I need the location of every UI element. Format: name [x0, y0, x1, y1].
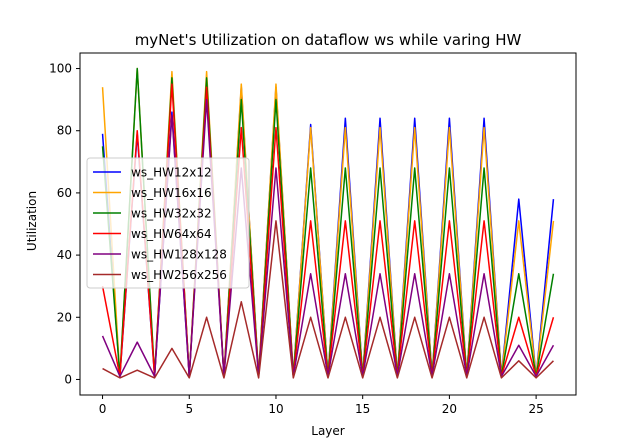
legend-item: ws_HW64x64	[93, 227, 212, 241]
legend-label: ws_HW32x32	[131, 207, 212, 221]
y-axis-ticks: 0 20 40 60 80 100	[49, 62, 80, 386]
y-tick-label: 60	[57, 186, 72, 200]
x-axis-label: Layer	[311, 424, 345, 438]
chart-title: myNet's Utilization on dataflow ws while…	[135, 31, 522, 49]
y-tick-label: 100	[49, 62, 72, 76]
x-tick-label: 10	[268, 402, 283, 416]
y-tick-label: 80	[57, 124, 72, 138]
legend-label: ws_HW64x64	[131, 227, 212, 241]
y-axis-label: Utilization	[25, 191, 39, 251]
x-axis-ticks: 0 5 10 15 20 25	[99, 395, 544, 416]
legend-item: ws_HW16x16	[93, 186, 212, 200]
y-tick-label: 0	[64, 372, 72, 386]
y-tick-label: 20	[57, 310, 72, 324]
x-tick-label: 20	[442, 402, 457, 416]
x-tick-label: 15	[355, 402, 370, 416]
legend-label: ws_HW12x12	[131, 166, 212, 180]
legend-label: ws_HW256x256	[131, 268, 227, 282]
x-tick-label: 25	[528, 402, 543, 416]
y-tick-label: 40	[57, 248, 72, 262]
x-tick-label: 5	[185, 402, 193, 416]
series-line-ws-hw256x256	[102, 220, 554, 379]
legend-item: ws_HW128x128	[93, 248, 227, 262]
legend-label: ws_HW16x16	[131, 186, 212, 200]
legend-item: ws_HW256x256	[93, 268, 227, 282]
legend-label: ws_HW128x128	[131, 248, 227, 262]
legend: ws_HW12x12 ws_HW16x16 ws_HW32x32 ws_HW64x64…	[86, 157, 250, 289]
legend-item: ws_HW32x32	[93, 207, 212, 221]
x-tick-label: 0	[99, 402, 107, 416]
legend-box	[86, 157, 250, 289]
legend-item: ws_HW12x12	[93, 166, 212, 180]
plot-frame	[79, 52, 577, 396]
